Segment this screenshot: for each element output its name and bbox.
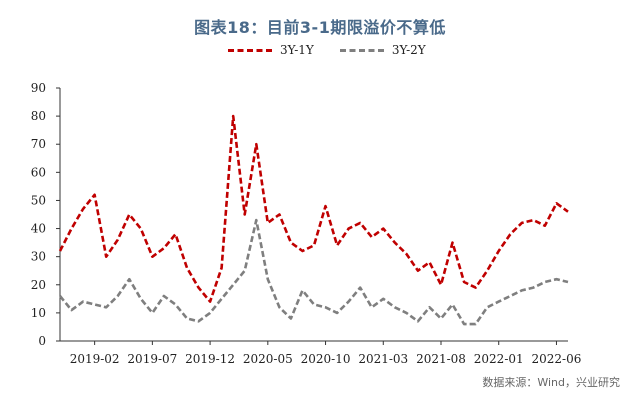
x-tick-label: 2020-10 — [301, 352, 351, 366]
x-tick-label: 2019-12 — [185, 352, 235, 366]
data-source-note: 数据来源：Wind，兴业研究 — [482, 376, 620, 389]
legend-swatch-3y-2y — [339, 48, 384, 52]
legend-item-3y-2y: 3Y-2Y — [339, 43, 426, 57]
x-tick-label: 2019-02 — [70, 352, 120, 366]
legend-label-3y-1y: 3Y-1Y — [280, 43, 314, 57]
x-tick-label: 2019-07 — [127, 352, 177, 366]
y-tick-label: 40 — [31, 222, 46, 236]
chart-legend: 3Y-1Y 3Y-2Y — [228, 41, 452, 59]
x-tick-label: 2022-06 — [532, 352, 582, 366]
series-line-3y-1y — [58, 114, 569, 303]
y-tick-label: 0 — [38, 334, 46, 348]
series-line-3y-2y — [58, 218, 569, 326]
chart-title: 图表18：目前3-1期限溢价不算低 — [194, 18, 446, 37]
chart-axes — [56, 87, 568, 345]
y-tick-label: 60 — [31, 165, 46, 179]
x-tick-label: 2021-08 — [416, 352, 466, 366]
y-tick-label: 90 — [31, 81, 46, 95]
y-tick-label: 30 — [31, 250, 46, 264]
y-tick-label: 80 — [31, 109, 46, 123]
x-tick-label: 2020-05 — [243, 352, 293, 366]
y-tick-labels: 0 10 20 30 40 50 60 70 80 90 — [31, 81, 46, 348]
legend-label-3y-2y: 3Y-2Y — [391, 43, 426, 57]
legend-item-3y-1y: 3Y-1Y — [228, 43, 314, 57]
x-tick-label: 2022-01 — [474, 352, 524, 366]
series-lines — [58, 114, 569, 326]
y-tick-label: 10 — [31, 306, 46, 320]
y-tick-label: 20 — [31, 278, 46, 292]
x-tick-label: 2021-03 — [358, 352, 408, 366]
x-tick-labels: 2019-02 2019-07 2019-12 2020-05 2020-10 2021-… — [70, 352, 582, 366]
y-tick-label: 50 — [31, 193, 46, 207]
legend-swatch-3y-1y — [228, 48, 272, 52]
y-tick-label: 70 — [31, 137, 46, 151]
